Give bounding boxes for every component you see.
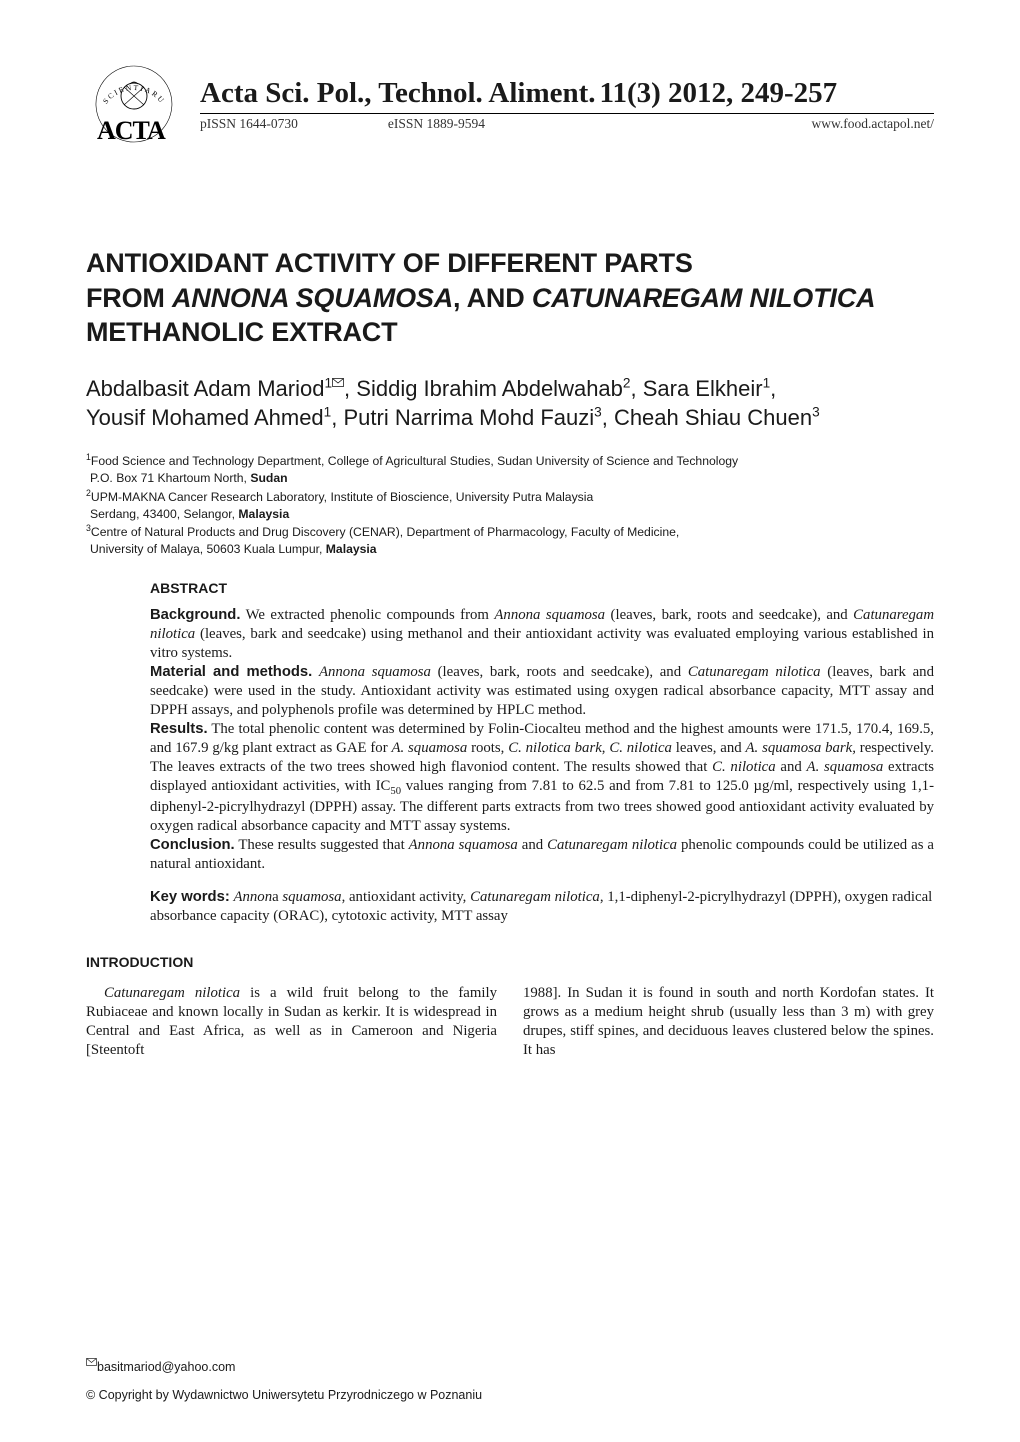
svg-text:SCIENTIARUM POLONORUM: SCIENTIARUM POLONORUM: [86, 56, 167, 106]
abs-con-it1: Annona squamosa: [409, 837, 518, 853]
intro-text-columns: Catunaregam nilotica is a wild fruit bel…: [86, 984, 934, 1060]
affil-2-line2: Serdang, 43400, Selangor,: [86, 507, 238, 521]
abs-bg-t2: (leaves, bark, roots and seedcake), and: [605, 607, 853, 623]
abs-conclusion-label: Conclusion.: [150, 837, 235, 853]
corresponding-author-icon: [332, 378, 344, 387]
author-4-sup: 3: [594, 405, 602, 420]
affiliation-3: 3Centre of Natural Products and Drug Dis…: [86, 522, 934, 558]
abs-res-it3: C. nilotica: [609, 740, 672, 756]
page-root: SCIENTIARUM POLONORUM ACTA Acta Sci. Pol…: [0, 0, 1020, 1442]
title-line3: METHANOLIC EXTRACT: [86, 317, 397, 347]
journal-info: Acta Sci. Pol., Technol. Aliment. 11(3) …: [200, 77, 934, 132]
issn-row: pISSN 1644-0730 eISSN 1889-9594 www.food…: [200, 113, 934, 132]
abs-material-label: Material and methods.: [150, 664, 312, 680]
kw-t2: , antioxidant activity,: [342, 889, 470, 905]
abs-res-it2: C. nilotica bark: [508, 740, 602, 756]
abs-background-label: Background.: [150, 607, 240, 623]
logo-arc-text: SCIENTIARUM POLONORUM: [86, 56, 167, 106]
journal-site: www.food.actapol.net/: [812, 116, 934, 132]
abs-res-it4: A. squamosa bark,: [746, 740, 856, 756]
corresponding-email: basitmariod@yahoo.com: [97, 1360, 235, 1374]
abstract-body: Background. We extracted phenolic compou…: [150, 606, 934, 874]
affil-2-line1: UPM-MAKNA Cancer Research Laboratory, In…: [91, 490, 593, 504]
kw-it2: Catunaregam nilotica: [470, 889, 600, 905]
journal-title: Acta Sci. Pol., Technol. Aliment.: [200, 77, 596, 110]
abs-res-it1: A. squamosa: [391, 740, 467, 756]
abs-bg-it1: Annona squamosa: [494, 607, 605, 623]
abstract-heading: ABSTRACT: [150, 580, 934, 596]
abs-bg-t1: We extracted phenolic compounds from: [240, 607, 494, 623]
journal-logo: SCIENTIARUM POLONORUM ACTA: [86, 56, 182, 152]
author-4-name: Putri Narrima Mohd Fauzi: [343, 405, 594, 430]
affil-1-line2: P.O. Box 71 Khartoum North,: [86, 471, 250, 485]
author-5-sup: 3: [812, 405, 820, 420]
affiliation-1: 1Food Science and Technology Department,…: [86, 451, 934, 487]
abs-res-sub: 50: [390, 786, 401, 797]
author-5-name: Cheah Shiau Chuen: [614, 405, 812, 430]
keywords-label: Key words:: [150, 889, 230, 905]
affiliation-2: 2UPM-MAKNA Cancer Research Laboratory, I…: [86, 487, 934, 523]
affil-3-country: Malaysia: [326, 542, 377, 556]
abs-bg-t3: (leaves, bark and seedcake) using methan…: [150, 626, 934, 661]
eissn: eISSN 1889-9594: [388, 116, 485, 132]
intro-heading: INTRODUCTION: [86, 954, 934, 970]
kw-it1c: squamosa: [282, 889, 341, 905]
abs-res-t4: leaves, and: [672, 740, 746, 756]
intro-c2-text: 1988]. In Sudan it is found in south and…: [523, 985, 934, 1058]
acta-logo-svg: SCIENTIARUM POLONORUM ACTA: [86, 56, 182, 152]
author-1-name: Siddig Ibrahim Abdelwahab: [356, 376, 623, 401]
kw-t1b: a: [272, 889, 282, 905]
intro-c1-it1: Catunaregam nilotica: [104, 985, 240, 1001]
abs-mm-t2: (leaves, bark, roots and seedcake), and: [431, 664, 688, 680]
intro-col-1: Catunaregam nilotica is a wild fruit bel…: [86, 984, 497, 1060]
logo-main-text: ACTA: [97, 116, 166, 145]
kw-it1: Annon: [233, 889, 272, 905]
envelope-icon: [86, 1358, 97, 1366]
corresponding-email-line: basitmariod@yahoo.com: [86, 1358, 934, 1374]
article-title: ANTIOXIDANT ACTIVITY OF DIFFERENT PARTS …: [86, 246, 934, 350]
title-line1: ANTIOXIDANT ACTIVITY OF DIFFERENT PARTS: [86, 248, 693, 278]
abs-mm-it1: Annona squamosa: [319, 664, 431, 680]
abs-res-t2: roots,: [467, 740, 508, 756]
author-3-name: Yousif Mohamed Ahmed: [86, 405, 324, 430]
journal-title-line: Acta Sci. Pol., Technol. Aliment. 11(3) …: [200, 77, 934, 110]
abs-mm-it2: Catunaregam nilotica: [688, 664, 821, 680]
authors-line: Abdalbasit Adam Mariod1, Siddig Ibrahim …: [86, 374, 934, 433]
abs-res-t6: and: [776, 759, 807, 775]
author-2-name: Sara Elkheir: [643, 376, 763, 401]
title-line2c: , AND: [453, 283, 532, 313]
affiliations-block: 1Food Science and Technology Department,…: [86, 451, 934, 558]
intro-col-2: 1988]. In Sudan it is found in south and…: [523, 984, 934, 1060]
title-line2a: FROM: [86, 283, 172, 313]
abs-res-it6: A. squamosa: [807, 759, 884, 775]
author-0-sup: 1: [324, 375, 332, 390]
pissn: pISSN 1644-0730: [200, 116, 298, 132]
abs-mm-t1: [312, 664, 319, 680]
abs-con-it2: Catunaregam nilotica: [547, 837, 677, 853]
affil-1-line1: Food Science and Technology Department, …: [91, 454, 738, 468]
title-line2b: ANNONA SQUAMOSA: [172, 283, 453, 313]
author-3-sup: 1: [324, 405, 332, 420]
copyright-line: © Copyright by Wydawnictwo Uniwersytetu …: [86, 1388, 934, 1402]
author-1-sup: 2: [623, 375, 631, 390]
journal-header: SCIENTIARUM POLONORUM ACTA Acta Sci. Pol…: [86, 56, 934, 152]
abs-res-it5: C. nilotica: [712, 759, 776, 775]
keywords-line: Key words: Annona squamosa, antioxidant …: [150, 888, 934, 926]
abstract-block: ABSTRACT Background. We extracted phenol…: [86, 580, 934, 926]
title-line2d: CATUNAREGAM NILOTICA: [532, 283, 875, 313]
abs-con-t1: These results suggested that: [235, 837, 409, 853]
page-footer: basitmariod@yahoo.com © Copyright by Wyd…: [86, 1358, 934, 1402]
abs-con-t2: and: [518, 837, 547, 853]
author-0-name: Abdalbasit Adam Mariod: [86, 376, 324, 401]
affil-3-line2: University of Malaya, 50603 Kuala Lumpur…: [86, 542, 326, 556]
affil-1-country: Sudan: [250, 471, 287, 485]
affil-3-line1: Centre of Natural Products and Drug Disc…: [91, 526, 679, 540]
abs-results-label: Results.: [150, 721, 208, 737]
journal-volume: 11(3) 2012, 249-257: [600, 77, 838, 110]
author-2-sup: 1: [763, 375, 771, 390]
affil-2-country: Malaysia: [238, 507, 289, 521]
